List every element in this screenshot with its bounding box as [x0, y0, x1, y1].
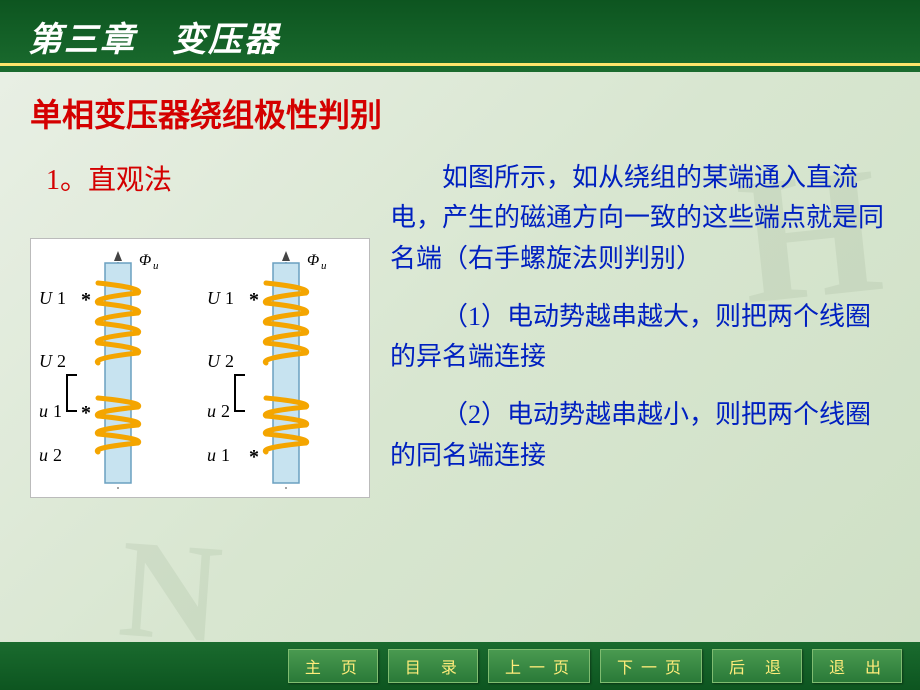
- svg-text:u: u: [207, 401, 216, 421]
- header-underline: [0, 63, 920, 66]
- nav-home-button[interactable]: 主 页: [288, 649, 378, 683]
- svg-text:u: u: [207, 445, 216, 465]
- svg-text:*: *: [81, 402, 91, 424]
- svg-text:U: U: [207, 351, 221, 371]
- slide-title: 单相变压器绕组极性判别: [30, 90, 890, 136]
- nav-back-button[interactable]: 后 退: [712, 649, 802, 683]
- svg-text:2: 2: [57, 351, 66, 371]
- method-label: 1。直观法: [46, 158, 380, 198]
- diagram-svg: ΦuU1*U2u1*u2ΦuU1*U2u2u1*: [35, 243, 365, 493]
- right-column: 如图所示，如从绕组的某端通入直流电，产生的磁通方向一致的这些端点就是同名端（右手…: [390, 158, 890, 498]
- svg-text:u: u: [39, 445, 48, 465]
- nav-toc-button[interactable]: 目 录: [388, 649, 478, 683]
- svg-text:U: U: [207, 288, 221, 308]
- svg-text:2: 2: [221, 401, 230, 421]
- svg-text:*: *: [81, 289, 91, 311]
- body-p1: 如图所示，如从绕组的某端通入直流电，产生的磁通方向一致的这些端点就是同名端（右手…: [390, 158, 890, 279]
- svg-text:2: 2: [53, 445, 62, 465]
- slide-header: 第三章 变压器: [0, 0, 920, 72]
- nav-exit-button[interactable]: 退 出: [812, 649, 902, 683]
- svg-text:1: 1: [225, 288, 234, 308]
- transformer-diagram: ΦuU1*U2u1*u2ΦuU1*U2u2u1*: [30, 238, 370, 498]
- left-column: 1。直观法 ΦuU1*U2u1*u2ΦuU1*U2u2u1*: [30, 158, 380, 498]
- svg-text:Φ: Φ: [307, 252, 319, 269]
- svg-text:u: u: [321, 260, 327, 272]
- footer-nav: 主 页 目 录 上一页 下一页 后 退 退 出: [0, 642, 920, 690]
- svg-text:1: 1: [57, 288, 66, 308]
- svg-text:u: u: [153, 260, 159, 272]
- svg-text:U: U: [39, 288, 53, 308]
- nav-prev-button[interactable]: 上一页: [488, 649, 590, 683]
- svg-text:*: *: [249, 289, 259, 311]
- svg-text:1: 1: [53, 401, 62, 421]
- body-p2: （1）电动势越串越大，则把两个线圈的异名端连接: [390, 297, 890, 378]
- svg-text:2: 2: [225, 351, 234, 371]
- content-row: 1。直观法 ΦuU1*U2u1*u2ΦuU1*U2u2u1* 如图所示，如从绕组…: [30, 158, 890, 498]
- body-p3: （2）电动势越串越小，则把两个线圈的同名端连接: [390, 395, 890, 476]
- svg-text:1: 1: [221, 445, 230, 465]
- nav-next-button[interactable]: 下一页: [600, 649, 702, 683]
- svg-text:U: U: [39, 351, 53, 371]
- svg-text:*: *: [249, 446, 259, 468]
- svg-text:Φ: Φ: [139, 252, 151, 269]
- svg-text:u: u: [39, 401, 48, 421]
- content-area: H N 单相变压器绕组极性判别 1。直观法 ΦuU1*U2u1*u2ΦuU1*U…: [0, 72, 920, 642]
- chapter-title: 第三章 变压器: [28, 12, 892, 61]
